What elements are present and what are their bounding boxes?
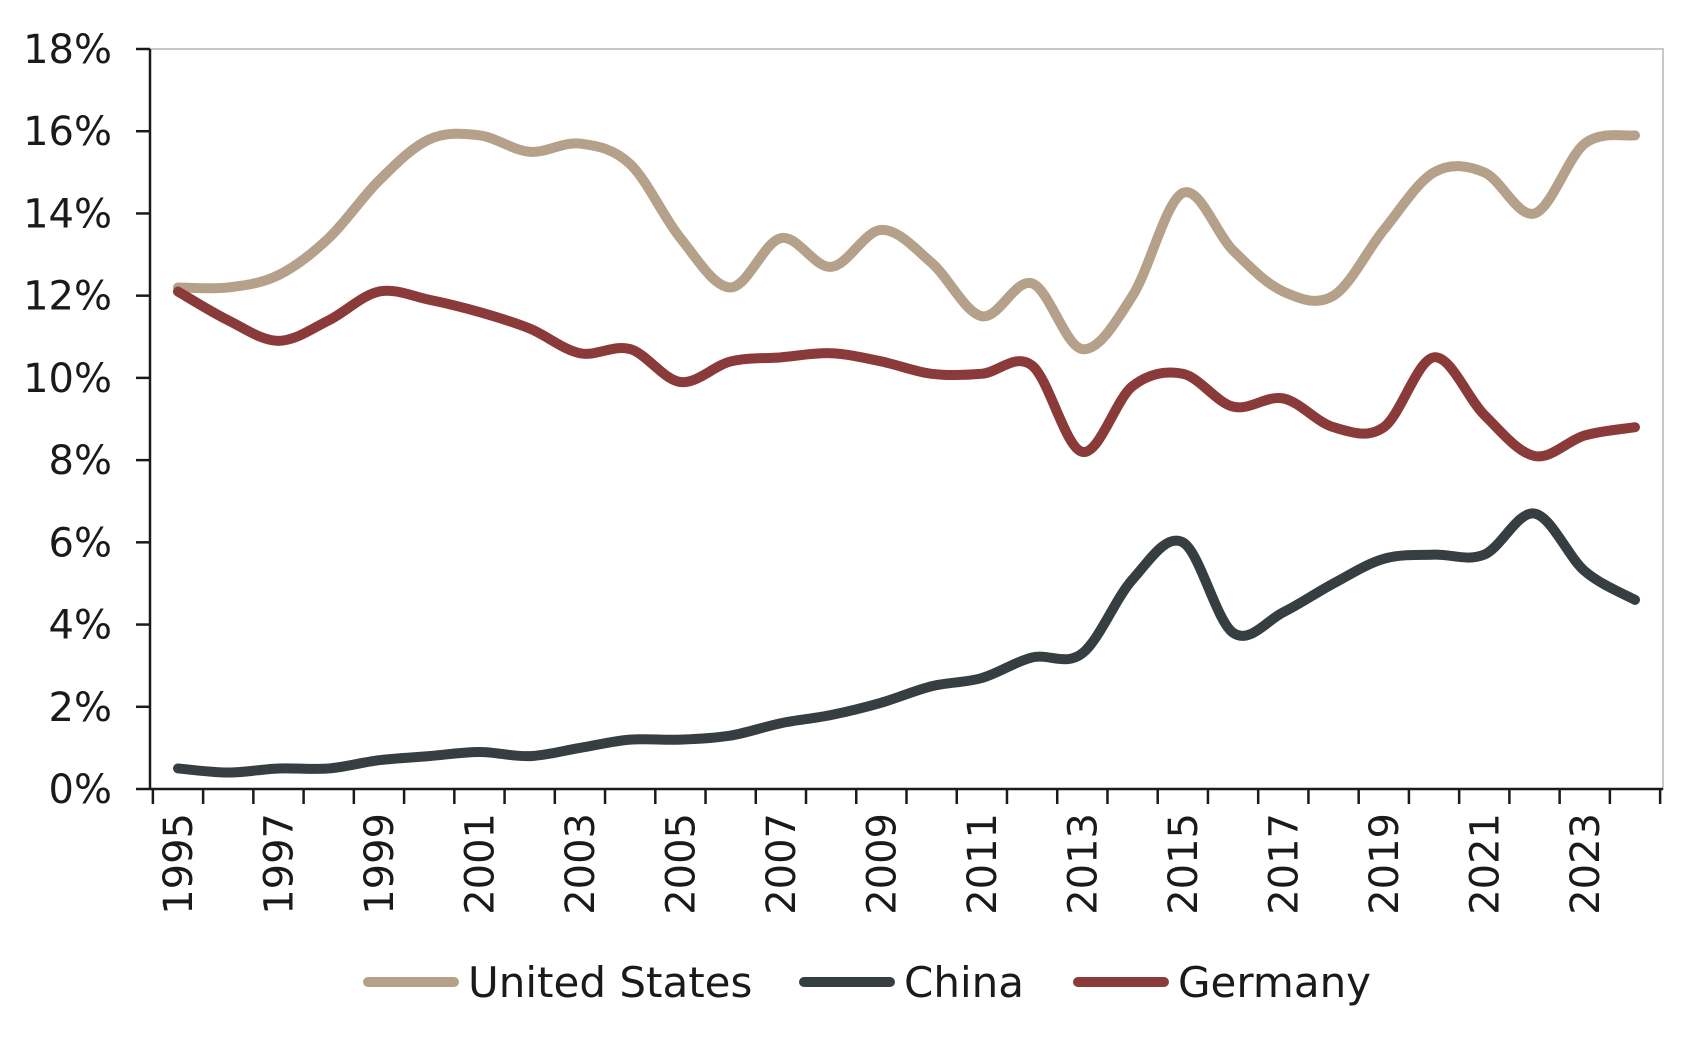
plot-border: [149, 48, 1664, 790]
series-line-germany: [173, 285, 1640, 462]
x-tick-label: 2021: [1462, 813, 1508, 915]
y-tick-label: 16%: [23, 109, 112, 155]
y-axis: 0% 2% 4% 6% 8% 10% 12% 14% 16% 18%: [23, 27, 152, 813]
y-tick-label: 4%: [49, 603, 112, 649]
x-tick-label: 2005: [658, 813, 704, 915]
y-tick-label: 10%: [23, 356, 112, 402]
y-tick-label: 2%: [49, 685, 112, 731]
x-tick-label: 2017: [1261, 813, 1307, 915]
x-tick-label: 1999: [357, 813, 403, 915]
x-tick-label: 1997: [256, 813, 302, 915]
x-tick-label: 2009: [859, 813, 905, 915]
y-tick-label: 14%: [23, 191, 112, 237]
x-tick-label: 2023: [1563, 813, 1609, 915]
x-tick-label: 2011: [960, 813, 1006, 915]
y-tick-label: 18%: [23, 27, 112, 73]
series-layer: [173, 128, 1640, 778]
series-line-china: [173, 508, 1640, 778]
x-tick-label: 2003: [558, 813, 604, 915]
x-axis: 1995 1997 1999 2001 2003 2005 2007 2009 2011 2013…: [150, 787, 1663, 915]
y-tick-label: 12%: [23, 274, 112, 320]
legend-label-china: China: [904, 958, 1024, 1007]
y-tick-label: 8%: [49, 438, 112, 484]
legend-label-united-states: United States: [468, 958, 752, 1007]
plot-frame: [149, 48, 1664, 790]
legend-label-germany: Germany: [1178, 958, 1371, 1007]
legend: United States China Germany: [363, 958, 1371, 1007]
x-tick-label: 1995: [156, 813, 202, 915]
series-line-united-states: [173, 128, 1640, 355]
x-tick-label: 2001: [457, 813, 503, 915]
x-tick-label: 2019: [1362, 813, 1408, 915]
y-tick-label: 0%: [49, 767, 112, 813]
x-tick-label: 2015: [1161, 813, 1207, 915]
x-tick-label: 2013: [1060, 813, 1106, 915]
y-tick-label: 6%: [49, 520, 112, 566]
x-tick-label: 2007: [759, 813, 805, 915]
